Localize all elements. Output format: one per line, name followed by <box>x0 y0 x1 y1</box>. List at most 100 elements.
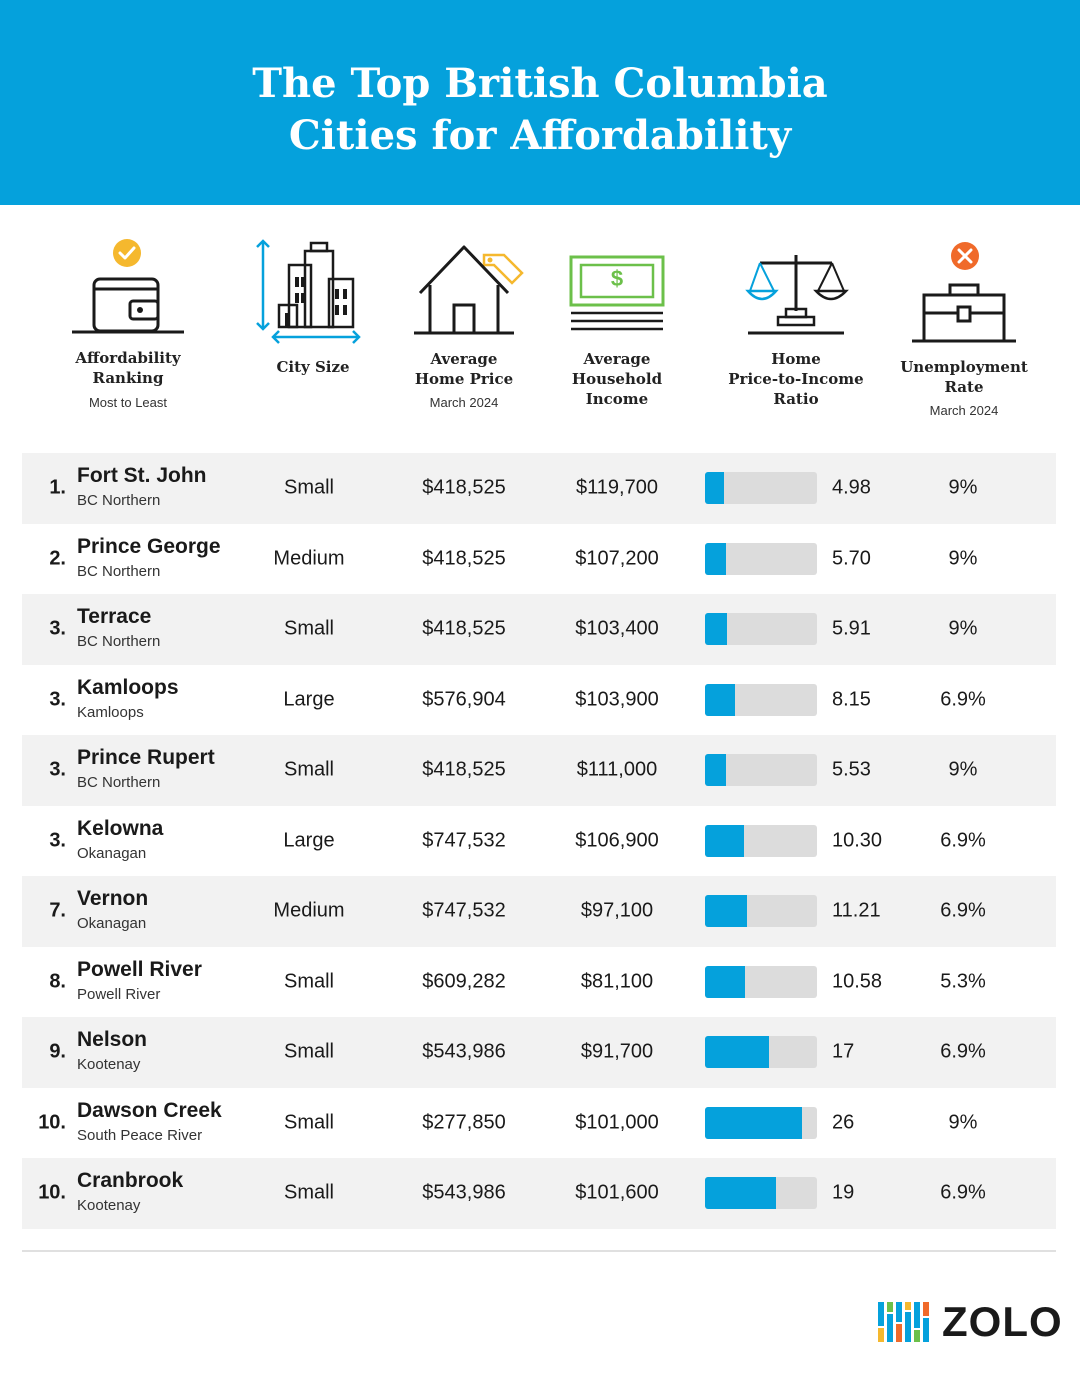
ratio-value: 11.21 <box>832 899 881 922</box>
city-region: Kootenay <box>77 1197 141 1214</box>
city-region: Okanagan <box>77 915 147 932</box>
city-region: BC Northern <box>77 774 161 791</box>
household-income: $119,700 <box>576 476 658 499</box>
ratio-bar <box>705 1036 769 1069</box>
table-row: 8. Powell River Powell River Small $609,282 $… <box>22 947 1056 1018</box>
header-unemployment: Unemployment Rate March 2024 <box>874 235 1054 425</box>
city-name: Prince George <box>77 534 221 558</box>
ratio-bar-track <box>705 754 817 787</box>
ratio-value: 5.91 <box>832 617 871 640</box>
city-name: Prince Rupert <box>77 746 215 769</box>
unemployment-rate: 9% <box>948 758 978 781</box>
unemployment-rate: 5.3% <box>940 970 986 993</box>
ratio-bar-track <box>705 895 817 928</box>
ratio-bar <box>705 824 744 857</box>
city-name: Nelson <box>77 1028 148 1051</box>
city-size: Small <box>283 1181 334 1204</box>
unemployment-rate: 9% <box>948 476 978 499</box>
header-ranking-sub: Most to Least <box>88 395 168 410</box>
rank-number: 10. <box>38 1181 66 1204</box>
household-income: $97,100 <box>580 899 654 922</box>
unemployment-rate: 9% <box>948 547 978 570</box>
title-line-1: The Top British Columbia <box>252 60 828 107</box>
city-region: Kamloops <box>77 703 144 721</box>
table-row: 3. Prince Rupert BC Northern Small $418,525 $… <box>22 735 1056 806</box>
header-household-income-label: Average Household Income <box>571 350 663 408</box>
ratio-bar-track <box>705 1106 817 1139</box>
city-name: Powell River <box>77 957 202 981</box>
ratio-bar <box>705 895 747 928</box>
table-row: 7. Vernon Okanagan Medium $747,532 $97,100 11.… <box>22 876 1056 947</box>
ratio-bar-track <box>705 824 817 857</box>
rank-number: 8. <box>49 970 66 993</box>
city-size: Small <box>283 476 334 499</box>
cash-stack-icon <box>569 255 665 331</box>
ratio-bar-track <box>705 613 817 646</box>
header-unemployment-sub: March 2024 <box>929 403 999 418</box>
ratio-bar <box>705 1177 776 1210</box>
ratio-bar-track <box>705 1177 817 1210</box>
header-home-price-label: Average Home Price <box>414 350 514 388</box>
ratio-bar <box>705 683 736 716</box>
household-income: $106,900 <box>575 829 659 852</box>
city-size: Small <box>283 1040 334 1063</box>
ratio-value: 26 <box>832 1111 855 1134</box>
title-line-2: Cities for Affordability <box>288 112 792 159</box>
table-row: 10. Cranbrook Kootenay Small $543,986 $101,60… <box>22 1158 1056 1229</box>
header-household-income: $ Average Household Income <box>527 235 707 425</box>
ratio-value: 4.98 <box>832 476 871 499</box>
city-size: Medium <box>273 899 345 922</box>
home-price: $418,525 <box>422 758 506 781</box>
ratio-bar <box>705 613 728 646</box>
household-income: $91,700 <box>580 1040 654 1063</box>
household-income: $81,100 <box>580 970 654 993</box>
city-size: Small <box>283 970 334 993</box>
ratio-bar <box>705 542 727 575</box>
home-price: $747,532 <box>422 899 506 922</box>
table-row: 1. Fort St. John BC Northern Small $418,525 $… <box>22 453 1056 524</box>
home-price: $543,986 <box>422 1181 506 1204</box>
household-income: $103,900 <box>575 688 659 711</box>
table-row: 3. Kelowna Okanagan Large $747,532 $106,900 10… <box>22 806 1056 877</box>
ratio-bar <box>705 754 726 787</box>
city-region: Okanagan <box>77 844 147 862</box>
city-name: Kamloops <box>77 675 179 699</box>
city-size: Small <box>283 617 334 640</box>
rank-number: 10. <box>38 1111 66 1134</box>
city-region: Powell River <box>77 985 161 1003</box>
header-city-size: City Size <box>223 235 403 425</box>
home-price: $609,282 <box>422 970 506 993</box>
header-unemployment-label: Unemployment Rate <box>900 358 1028 396</box>
household-income: $101,000 <box>575 1111 659 1134</box>
header-home-price: Average Home Price March 2024 <box>374 235 554 425</box>
table-row: 10. Dawson Creek South Peace River Small $27… <box>22 1088 1056 1159</box>
city-size: Large <box>283 688 335 711</box>
wallet-icon <box>72 277 184 334</box>
city-name: Dawson Creek <box>77 1098 222 1122</box>
city-name: Fort St. John <box>77 464 207 487</box>
city-name: Kelowna <box>77 816 164 840</box>
unemployment-rate: 6.9% <box>940 1040 986 1063</box>
ratio-value: 10.58 <box>832 970 883 993</box>
rank-number: 1. <box>49 476 66 499</box>
zolo-wordmark: ZOLO <box>942 1298 1063 1345</box>
header-ranking-label: Affordability Ranking <box>75 349 181 387</box>
ratio-bar-track <box>705 542 817 575</box>
ratio-bar-track <box>705 1036 817 1069</box>
rank-number: 3. <box>49 688 66 711</box>
table-row: 9. Nelson Kootenay Small $543,986 $91,700 17 6.… <box>22 1017 1056 1088</box>
header-ratio-label: Home Price-to-Income Ratio <box>728 350 864 408</box>
house-price-tag-icon <box>414 245 524 335</box>
city-region: Kootenay <box>77 1056 141 1073</box>
table-row: 2. Prince George BC Northern Medium $418,525… <box>22 524 1056 595</box>
zolo-logo: ZOLO <box>878 1300 1062 1344</box>
table-row: 3. Kamloops Kamloops Large $576,904 $103,900 8… <box>22 665 1056 736</box>
rank-number: 9. <box>49 1040 66 1063</box>
rank-number: 7. <box>49 899 66 922</box>
header-city-size-label: City Size <box>276 358 350 376</box>
city-size: Large <box>283 829 335 852</box>
page-title: The Top British Columbia Cities for Affo… <box>0 58 1080 162</box>
rank-number: 3. <box>49 829 66 852</box>
header-home-price-sub: March 2024 <box>429 395 499 410</box>
household-income: $107,200 <box>575 547 659 570</box>
